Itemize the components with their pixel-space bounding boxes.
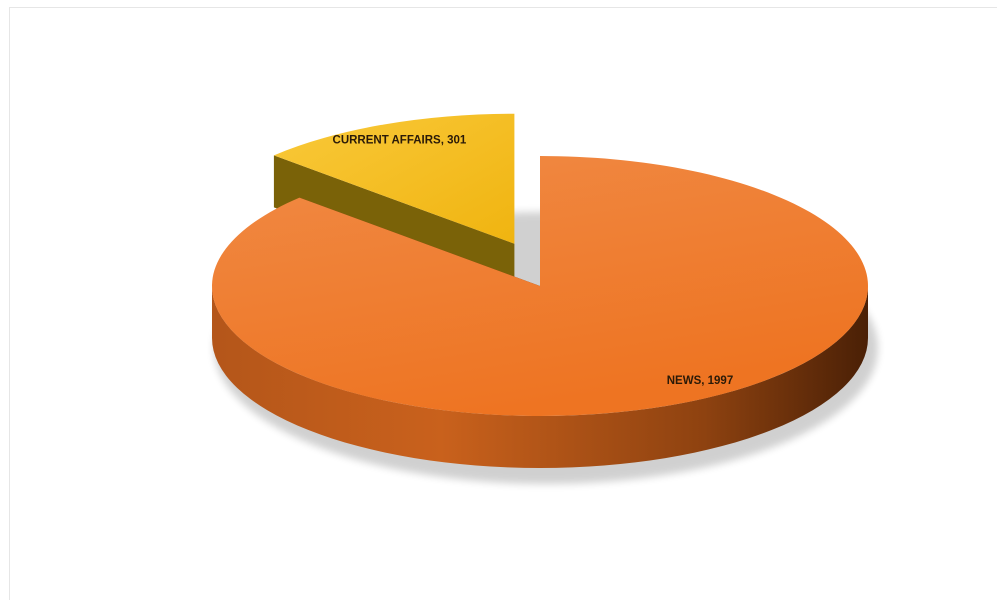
pie-labels: CURRENT AFFAIRS, 301 NEWS, 1997 — [333, 135, 734, 387]
pie-slice-top — [211, 156, 868, 416]
pie-slice-top — [273, 113, 515, 244]
data-label-news: NEWS, 1997 — [667, 375, 733, 387]
pie-slice-side — [212, 286, 868, 468]
pie-slices — [211, 113, 868, 468]
pie-slice-news — [211, 156, 868, 468]
data-label-current-affairs: CURRENT AFFAIRS, 301 — [333, 135, 467, 147]
